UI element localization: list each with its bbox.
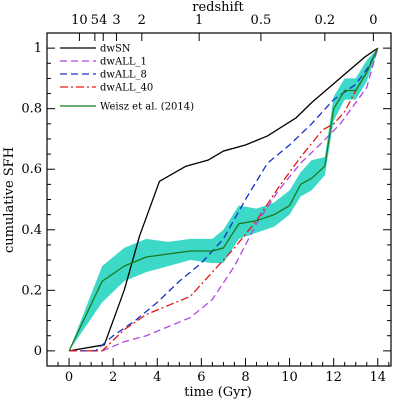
series-line-3	[69, 47, 379, 352]
redshift-tick-label: 0.2	[315, 13, 336, 28]
y-tick-label: 1	[34, 41, 42, 56]
legend-label-0: dwSN	[100, 44, 131, 55]
x-tick-label: 10	[281, 370, 298, 385]
x-tick-label: 2	[109, 370, 117, 385]
x-tick-label: 12	[325, 370, 342, 385]
redshift-tick-label: 2	[138, 13, 146, 28]
legend-label-4: Weisz et al. (2014)	[100, 102, 194, 113]
redshift-tick-label: 0	[369, 13, 377, 28]
x-tick-label: 4	[153, 370, 161, 385]
y-tick-label: 0.6	[21, 162, 42, 177]
plot-frame	[46, 32, 392, 367]
lines-layer	[68, 47, 379, 352]
series-line-2	[69, 47, 379, 352]
x-tick-label: 0	[65, 370, 73, 385]
legend-label-2: dwALL_8	[100, 70, 147, 81]
legend-label-1: dwALL_1	[100, 57, 147, 68]
series-line-1	[69, 47, 379, 352]
redshift-tick-label: 0.5	[251, 13, 272, 28]
x-tick-label: 14	[369, 370, 386, 385]
y-tick-label: 0.4	[21, 223, 42, 238]
top-axis-title: redshift	[192, 0, 244, 15]
series-band-4	[69, 48, 378, 351]
redshift-tick-label: 10	[71, 13, 88, 28]
y-tick-label: 0.8	[21, 102, 42, 117]
redshift-tick-label: 5	[91, 13, 99, 28]
redshift-tick-label: 1	[195, 13, 203, 28]
redshift-tick-label: 4	[99, 13, 107, 28]
series-line-4	[68, 47, 379, 352]
series-line-0	[68, 47, 379, 352]
x-tick-label: 8	[241, 370, 249, 385]
legend: dwSN dwALL_1 dwALL_8 dwALL_40 Weisz et al. (…	[60, 44, 194, 113]
x-axis-title: time (Gyr)	[184, 385, 252, 400]
legend-label-3: dwALL_40	[100, 83, 153, 94]
x-tick-label: 6	[197, 370, 205, 385]
y-axis-title: cumulative SFH	[2, 147, 17, 253]
y-tick-label: 0.2	[21, 283, 42, 298]
redshift-tick-label: 3	[112, 13, 120, 28]
y-tick-label: 0	[34, 344, 42, 359]
band-layer	[69, 48, 378, 351]
